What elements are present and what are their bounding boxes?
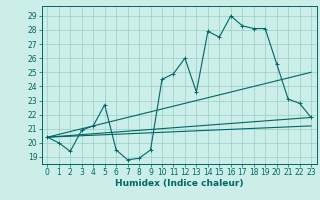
X-axis label: Humidex (Indice chaleur): Humidex (Indice chaleur) [115, 179, 244, 188]
